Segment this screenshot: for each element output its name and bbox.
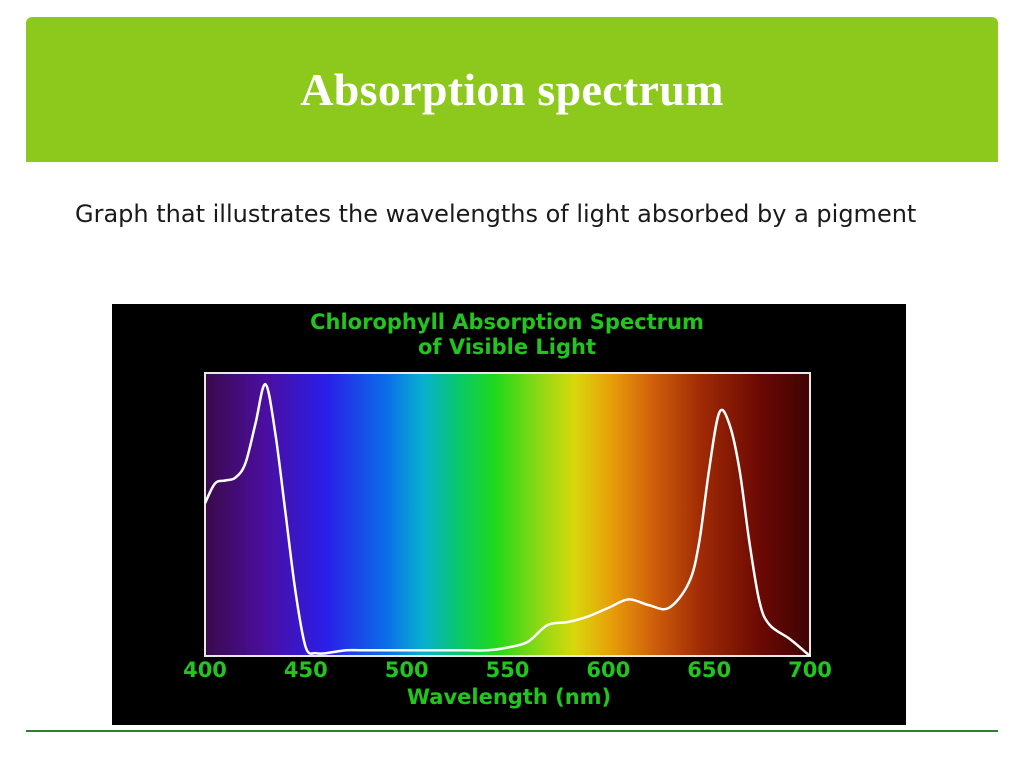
absorption-curve-line	[203, 383, 811, 657]
title-bar: Absorption spectrum	[26, 17, 998, 162]
x-tick-label-700: 700	[788, 658, 832, 682]
chart-subtitle: of Visible Light	[418, 335, 596, 359]
x-tick-label-450: 450	[284, 658, 328, 682]
x-axis-label: Wavelength (nm)	[407, 685, 611, 709]
chart-title: Chlorophyll Absorption Spectrum	[310, 310, 704, 334]
slide-title: Absorption spectrum	[300, 64, 724, 115]
x-tick-label-500: 500	[385, 658, 429, 682]
slide-body-text: Graph that illustrates the wavelengths o…	[75, 200, 917, 228]
x-tick-label-600: 600	[586, 658, 630, 682]
x-tick-label-400: 400	[183, 658, 227, 682]
footer-divider	[26, 730, 998, 732]
absorption-chart: Chlorophyll Absorption Spectrum of Visib…	[183, 310, 832, 709]
x-tick-label-650: 650	[687, 658, 731, 682]
x-tick-label-550: 550	[486, 658, 530, 682]
chart-container: Chlorophyll Absorption Spectrum of Visib…	[112, 304, 906, 725]
plot-area	[204, 372, 811, 657]
